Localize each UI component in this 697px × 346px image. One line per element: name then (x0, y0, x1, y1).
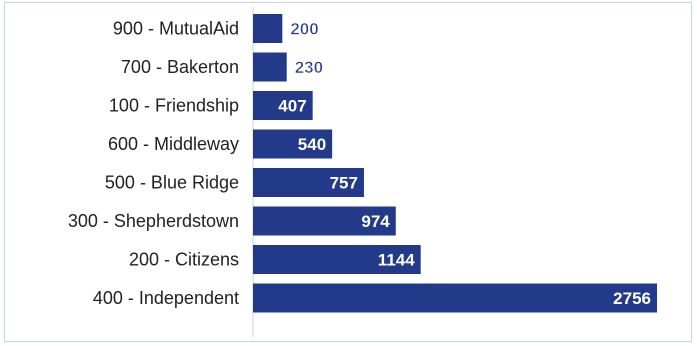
data-label: 540 (298, 135, 326, 154)
bar (253, 206, 396, 236)
bar (253, 91, 313, 120)
data-label: 407 (278, 97, 306, 116)
bar (253, 245, 421, 274)
category-tick-label: 600 - Middleway (108, 134, 239, 154)
bar-chart: 900 - MutualAid 200 700 - Bakerton 230 100 -… (68, 7, 657, 337)
category-tick-label: 500 - Blue Ridge (105, 173, 239, 193)
category-tick-label: 700 - Bakerton (121, 57, 239, 77)
data-label: 1144 (378, 251, 415, 270)
category-tick-label: 100 - Friendship (109, 96, 239, 116)
data-label: 200 (290, 20, 318, 39)
data-label: 974 (361, 212, 390, 231)
data-label: 230 (295, 58, 323, 77)
bar (253, 168, 364, 197)
bar (253, 14, 283, 43)
chart-container: 900 - MutualAid 200 700 - Bakerton 230 100 -… (4, 2, 692, 342)
category-tick-label: 900 - MutualAid (113, 19, 239, 39)
category-tick-label: 300 - Shepherdstown (68, 211, 239, 231)
category-tick-label: 400 - Independent (93, 288, 239, 308)
data-label: 2756 (613, 289, 651, 308)
data-label: 757 (330, 174, 358, 193)
bar (253, 52, 287, 82)
category-tick-label: 200 - Citizens (129, 250, 239, 270)
bar (253, 283, 657, 313)
bar (253, 129, 333, 159)
